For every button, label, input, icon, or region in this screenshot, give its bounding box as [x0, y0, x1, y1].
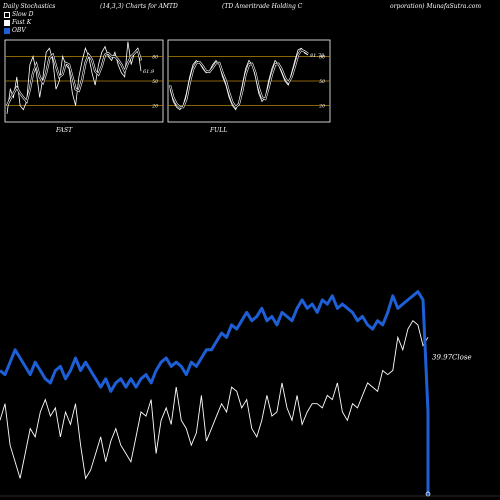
header-left: Daily Stochastics — [3, 3, 56, 10]
legend-swatch — [4, 11, 10, 18]
legend-label: Slow D — [12, 11, 34, 18]
fast-panel-last-value: 61.9 — [143, 69, 155, 75]
fast-panel-label: FAST — [56, 127, 73, 134]
obv-line — [0, 290, 430, 413]
close-last-value: 39.97Close — [432, 353, 472, 361]
legend-swatch — [4, 19, 10, 26]
fast-panel-fast-k-line — [6, 41, 142, 114]
legend-item-obv: OBV — [4, 27, 26, 34]
last-point-marker — [425, 491, 431, 497]
header-mid2: (TD Ameritrade Holding C — [222, 3, 303, 10]
fast-panel-level-label: 80 — [152, 54, 158, 60]
header-right: orporation) MunafaSutra.com — [390, 3, 482, 10]
close-price-line — [0, 320, 429, 480]
full-panel-label: FULL — [210, 127, 228, 134]
fast-panel-level-label: 20 — [151, 104, 158, 110]
legend-swatch — [4, 27, 10, 34]
fast-panel-level-label: 50 — [152, 79, 158, 85]
header-mid1: (14,3,3) Charts for AMTD — [100, 3, 178, 10]
full-panel-level-label: 20 — [318, 104, 325, 110]
full-panel-level-label: 50 — [319, 79, 325, 85]
legend-item-fast-k: Fast K — [4, 19, 31, 26]
legend-item-slow-d: Slow D — [4, 11, 34, 18]
full-panel-slow-d-line — [169, 49, 309, 108]
legend-label: Fast K — [12, 19, 32, 26]
full-panel-level-label: 80 — [319, 54, 325, 60]
full-panel-last-value: 81.78 — [310, 53, 324, 59]
legend-label: OBV — [12, 27, 26, 34]
fast-panel-slow-d-line — [6, 48, 142, 106]
